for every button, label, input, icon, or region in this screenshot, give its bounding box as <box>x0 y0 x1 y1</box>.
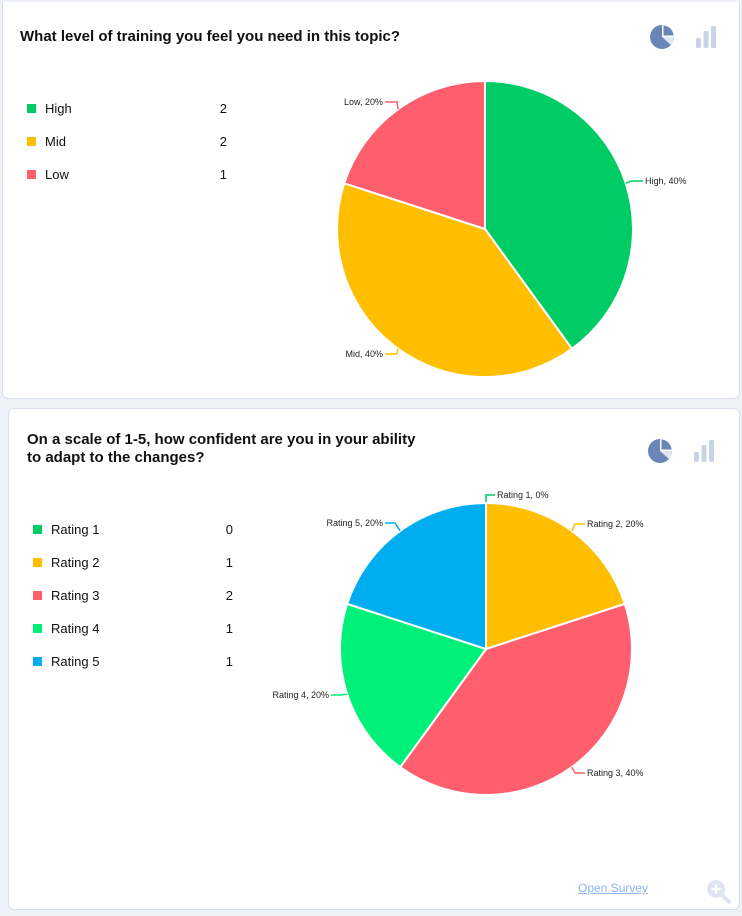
pie-data-label: Rating 1, 0% <box>497 490 549 500</box>
legend-count: 2 <box>225 588 233 603</box>
pie-slice-rating-5[interactable] <box>345 501 487 651</box>
chart-type-toggle <box>647 22 721 52</box>
pie-slice-low[interactable] <box>342 79 486 231</box>
pie-slice-mid[interactable] <box>336 182 574 378</box>
pie-chart-training: High, 40% Mid, 40% Low, 20% <box>336 79 687 378</box>
legend-item-mid[interactable]: Mid 2 <box>27 133 227 166</box>
legend-label: Low <box>45 167 69 182</box>
pie-slice-high[interactable] <box>484 79 634 351</box>
pie-leader-line <box>571 523 585 532</box>
legend-item-rating-5[interactable]: Rating 5 1 <box>33 653 233 686</box>
pie-leader-line <box>385 522 401 532</box>
legend-count: 0 <box>225 522 233 537</box>
pie-leader-line <box>385 101 399 110</box>
legend-label: Rating 1 <box>51 522 100 537</box>
legend-label: Rating 3 <box>51 588 100 603</box>
legend-item-rating-3[interactable]: Rating 3 2 <box>33 587 233 620</box>
pie-slice-rating-2[interactable] <box>485 501 627 651</box>
pie-data-label: Rating 3, 40% <box>587 768 644 778</box>
legend-label: Mid <box>45 134 66 149</box>
survey-panel-training: What level of training you feel you need… <box>2 2 740 399</box>
legend-label: Rating 4 <box>51 621 100 636</box>
legend-count: 2 <box>219 101 227 116</box>
legend-label: Rating 2 <box>51 555 100 570</box>
legend-item-high[interactable]: High 2 <box>27 100 227 133</box>
question-title: What level of training you feel you need… <box>20 28 401 45</box>
pie-data-label: Rating 5, 20% <box>326 518 383 528</box>
zoom-in-icon[interactable] <box>704 877 732 905</box>
legend-count: 1 <box>225 555 233 570</box>
pie-leader-line <box>331 693 348 696</box>
pie-leader-line <box>625 180 643 184</box>
legend-item-rating-1[interactable]: Rating 1 0 <box>33 521 233 554</box>
legend-item-rating-4[interactable]: Rating 4 1 <box>33 620 233 653</box>
pie-data-label: Rating 4, 20% <box>272 690 329 700</box>
legend-swatch <box>33 624 42 633</box>
bar-chart-icon[interactable] <box>689 436 719 466</box>
pie-chart-confidence: Rating 1, 0% Rating 2, 20% Rating 3, 40% Ra… <box>272 490 644 796</box>
legend: Rating 1 0 Rating 2 1 Rating 3 2 Rating … <box>33 521 233 686</box>
legend-swatch <box>33 591 42 600</box>
pie-slice-rating-4[interactable] <box>339 602 488 769</box>
pie-data-label: Low, 20% <box>344 97 383 107</box>
chart-type-toggle <box>645 436 719 466</box>
legend-label: High <box>45 101 72 116</box>
pie-data-label: Mid, 40% <box>345 349 383 359</box>
legend-swatch <box>33 525 42 534</box>
legend-count: 2 <box>219 134 227 149</box>
legend-item-low[interactable]: Low 1 <box>27 166 227 199</box>
question-title: On a scale of 1-5, how confident are you… <box>27 431 416 466</box>
bar-chart-icon[interactable] <box>691 22 721 52</box>
pie-leader-line <box>571 766 585 774</box>
pie-data-label: Rating 2, 20% <box>587 519 644 529</box>
legend-swatch <box>27 104 36 113</box>
pie-leader-line <box>485 494 495 503</box>
pie-leader-line <box>385 348 399 355</box>
pie-chart-icon[interactable] <box>647 22 677 52</box>
pie-slice-rating-3[interactable] <box>398 602 633 796</box>
legend-count: 1 <box>225 621 233 636</box>
legend: High 2 Mid 2 Low 1 <box>27 100 227 199</box>
legend-count: 1 <box>219 167 227 182</box>
survey-panel-confidence: On a scale of 1-5, how confident are you… <box>8 408 740 910</box>
legend-label: Rating 5 <box>51 654 100 669</box>
pie-data-label: High, 40% <box>645 176 687 186</box>
legend-swatch <box>27 170 36 179</box>
legend-swatch <box>33 657 42 666</box>
legend-swatch <box>33 558 42 567</box>
legend-count: 1 <box>225 654 233 669</box>
legend-item-rating-2[interactable]: Rating 2 1 <box>33 554 233 587</box>
legend-swatch <box>27 137 36 146</box>
open-survey-link[interactable]: Open Survey <box>578 881 649 895</box>
pie-chart-icon[interactable] <box>645 436 675 466</box>
